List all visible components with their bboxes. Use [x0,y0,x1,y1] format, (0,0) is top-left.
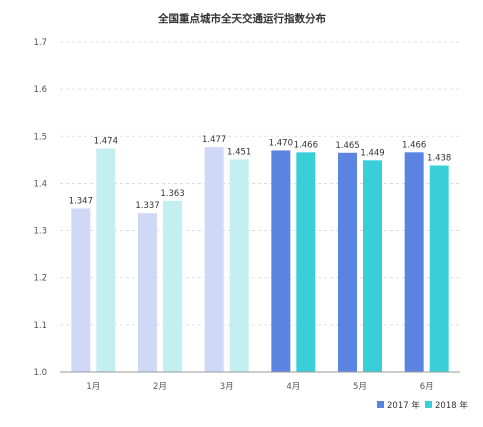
x-tick-label: 3月 [220,382,234,392]
data-label: 1.470 [269,138,293,148]
bar-2018-1 [96,148,116,372]
y-tick-label: 1.4 [33,179,47,189]
bar-2017-1 [71,208,91,372]
y-tick-label: 1.3 [33,227,47,237]
bar-2017-2 [138,213,157,372]
bar-2017-5 [338,152,357,372]
y-tick-label: 1.1 [33,321,47,331]
bar-2018-5 [363,160,382,372]
x-axis-ticks: 1月 2月 3月 4月 5月 6月 [86,382,433,392]
bar-2018-2 [163,200,182,372]
x-tick-label: 2月 [153,382,167,392]
bar-2018-4 [296,152,316,372]
legend-2018-label: 2018 年 [435,400,468,411]
data-label: 1.337 [135,201,159,211]
y-tick-label: 1.0 [33,368,47,378]
data-label: 1.347 [69,196,93,206]
data-label: 1.477 [202,135,226,145]
data-label: 1.438 [427,154,451,164]
legend-2017-swatch [377,401,384,408]
x-tick-label: 4月 [286,382,300,392]
bar-2017-3 [204,147,224,372]
bar-2018-3 [229,159,249,372]
data-label: 1.363 [160,189,184,199]
grid [60,41,460,326]
bar-2017-6 [404,152,424,372]
bar-2018-6 [429,165,449,372]
data-label: 1.474 [94,137,118,147]
data-label: 1.466 [294,140,318,150]
y-tick-label: 1.2 [33,274,47,284]
bar-2017-4 [271,150,291,372]
chart-title: 全国重点城市全天交通运行指数分布 [157,12,326,25]
x-tick-label: 1月 [86,382,100,392]
x-tick-label: 5月 [353,382,367,392]
x-tick-label: 6月 [420,382,434,392]
legend-2017-label: 2017 年 [387,400,420,411]
y-axis-ticks: 1.0 1.1 1.2 1.3 1.4 1.5 1.6 1.7 [33,38,47,378]
data-label: 1.466 [402,140,426,150]
bars [71,147,449,372]
y-tick-label: 1.5 [33,132,47,142]
data-label: 1.465 [335,141,359,151]
y-tick-label: 1.7 [33,38,47,48]
data-label: 1.451 [227,147,251,157]
y-tick-label: 1.6 [33,85,47,95]
legend: 2017 年 2018 年 [377,400,468,411]
legend-2018-swatch [425,401,432,408]
data-label: 1.449 [360,148,384,158]
